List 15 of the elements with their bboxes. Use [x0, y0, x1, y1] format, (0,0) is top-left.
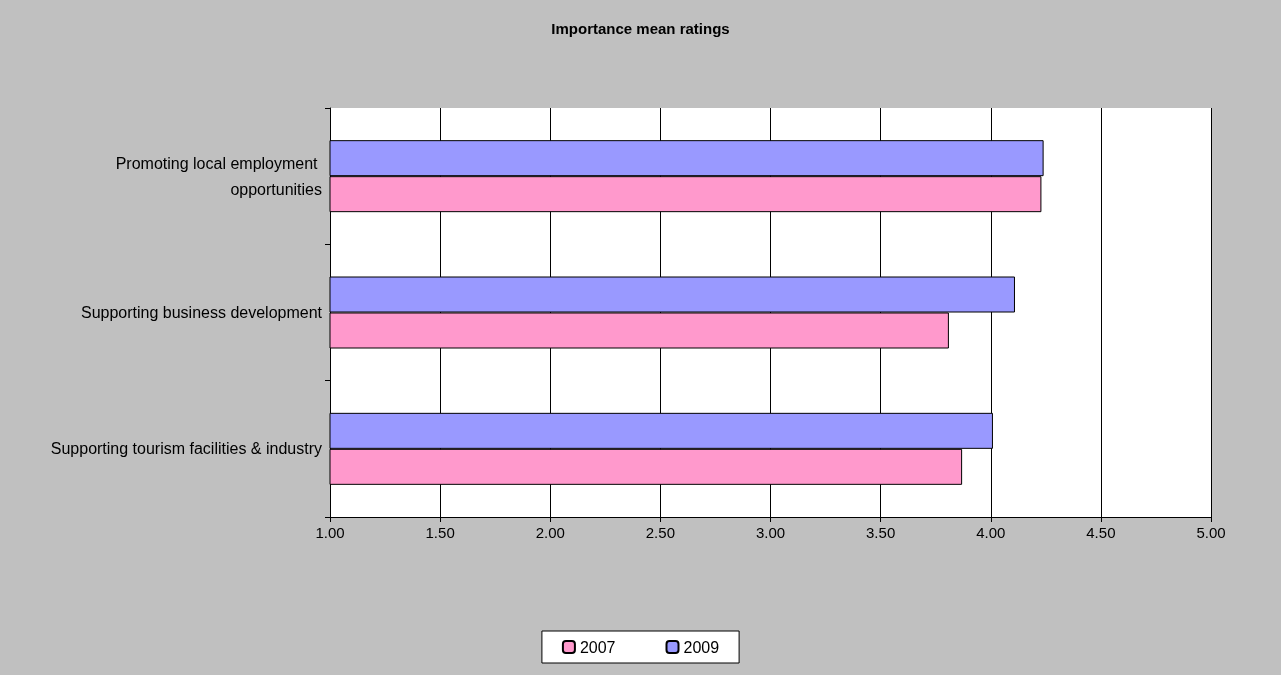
x-tick-label: 4.00: [976, 524, 1006, 541]
chart-title: Importance mean ratings: [551, 20, 730, 37]
x-tick-label: 2.50: [645, 524, 675, 541]
x-tick-label: 2.00: [535, 524, 565, 541]
y-tick-label: Supporting business development: [80, 304, 323, 321]
x-tick-label: 1.00: [315, 524, 345, 541]
x-tick-label: 3.00: [755, 524, 786, 541]
legend-label: 2007: [579, 638, 616, 656]
y-tick-label: Supporting tourism facilities & industry: [50, 440, 322, 458]
x-tick-label: 4.50: [1086, 524, 1116, 541]
y-tick-label: Promoting local employment opportunities: [115, 154, 322, 198]
legend-label: 2009: [683, 638, 720, 656]
x-tick-label: 1.50: [425, 524, 455, 541]
x-tick-label: 5.00: [1196, 524, 1226, 541]
x-tick-label: 3.50: [866, 524, 896, 541]
